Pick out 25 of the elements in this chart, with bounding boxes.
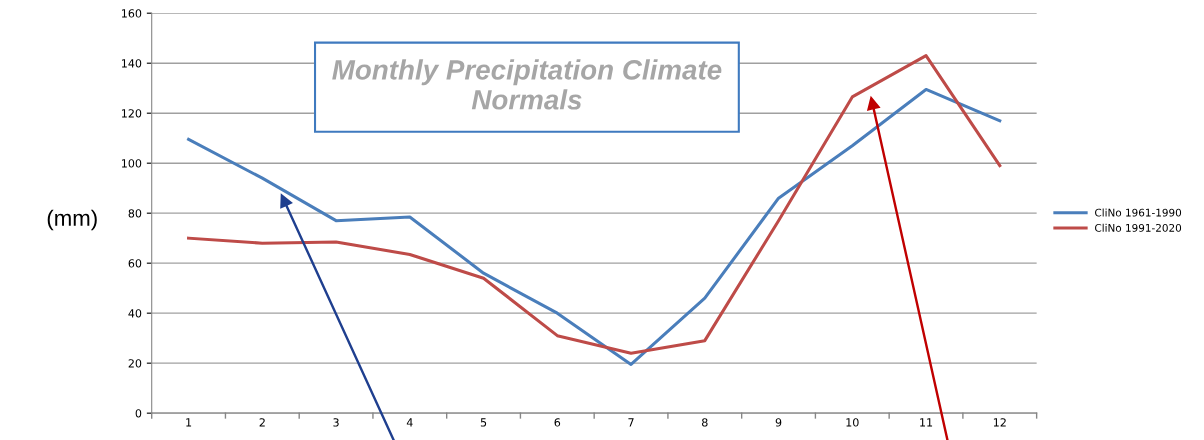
x-tick-label: 1 — [186, 418, 192, 427]
x-tick-label: 10 — [846, 418, 859, 427]
x-tick-label: 4 — [406, 418, 413, 427]
legend-label: CliNo 1961-1990 — [1095, 208, 1182, 217]
x-tick-label: 2 — [259, 418, 265, 427]
x-tick-label: 5 — [480, 418, 487, 427]
x-tick-label: 8 — [702, 418, 708, 427]
y-tick-label: 20 — [128, 359, 142, 368]
x-tick-label: 3 — [333, 418, 339, 427]
y-tick-label: 140 — [121, 59, 142, 68]
y-tick-label: 100 — [121, 159, 142, 168]
y-tick-label: 40 — [128, 309, 142, 318]
text: Monthly Precipitation Climate Normals — [332, 59, 722, 110]
x-tick-label: 9 — [775, 418, 782, 427]
x-tick-label: 6 — [554, 418, 561, 427]
x-tick-label: 12 — [993, 418, 1006, 427]
x-tick-label: 7 — [628, 418, 634, 427]
y-tick-label: 80 — [128, 209, 142, 218]
y-tick-label: 120 — [121, 109, 142, 118]
y-tick-label: 0 — [135, 409, 142, 418]
y-axis-title: (mm) — [47, 209, 97, 231]
y-tick-label: 60 — [128, 259, 142, 268]
x-tick-label: 11 — [920, 418, 933, 427]
y-tick-label: 160 — [121, 9, 142, 18]
legend-label: CliNo 1991-2020 — [1095, 223, 1182, 232]
